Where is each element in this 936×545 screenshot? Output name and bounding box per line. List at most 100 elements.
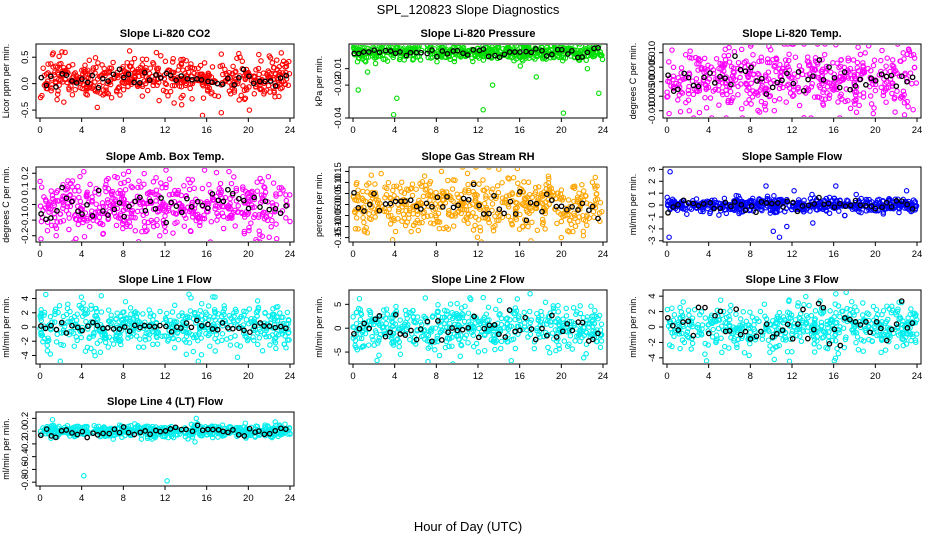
data-point xyxy=(188,86,192,90)
data-point xyxy=(466,221,470,225)
data-point xyxy=(57,54,61,58)
data-point xyxy=(65,306,69,310)
data-point xyxy=(582,189,586,193)
y-tick-label: 0 xyxy=(647,324,658,329)
data-point xyxy=(72,344,76,348)
y-tick-label: 0.0 xyxy=(20,198,31,211)
data-point xyxy=(231,64,235,68)
series-points xyxy=(352,42,605,117)
panel-y-axis-label: ml/min per min. xyxy=(314,296,324,358)
data-point xyxy=(556,303,560,307)
data-point xyxy=(580,183,584,187)
data-point xyxy=(139,185,143,189)
data-point xyxy=(517,227,521,231)
data-point xyxy=(688,49,692,53)
data-point xyxy=(906,105,910,109)
data-point xyxy=(188,309,192,313)
y-tick-label: -4 xyxy=(647,354,658,362)
reference-point xyxy=(267,207,271,211)
data-point xyxy=(39,219,43,223)
data-point xyxy=(475,235,479,239)
data-point xyxy=(49,89,53,93)
y-tick-label: -0.1 xyxy=(20,212,31,228)
x-tick-label: 8 xyxy=(121,249,126,260)
data-point xyxy=(766,338,770,342)
outlier-point xyxy=(439,169,443,173)
data-point xyxy=(88,182,92,186)
data-point xyxy=(397,345,401,349)
data-point xyxy=(141,345,145,349)
reference-point xyxy=(910,75,914,79)
panel-title: Slope Li-820 Temp. xyxy=(742,28,841,40)
data-point xyxy=(176,337,180,341)
x-tick-label: 4 xyxy=(79,125,84,136)
data-point xyxy=(772,194,776,198)
data-point xyxy=(856,45,860,49)
data-point xyxy=(522,180,526,184)
y-tick-label: 3 xyxy=(647,167,658,172)
data-point xyxy=(252,92,256,96)
x-tick-label: 0 xyxy=(350,125,355,136)
y-tick-label: 0 xyxy=(647,202,658,207)
data-point xyxy=(452,224,456,228)
x-tick-label: 16 xyxy=(514,125,525,136)
data-point xyxy=(55,97,59,101)
data-point xyxy=(455,301,459,305)
data-point xyxy=(38,179,42,183)
data-point xyxy=(436,303,440,307)
data-point xyxy=(515,297,519,301)
data-point xyxy=(884,64,888,68)
y-tick-label: -0.5 xyxy=(20,102,31,118)
data-point xyxy=(744,101,748,105)
reference-point xyxy=(189,325,193,329)
data-point xyxy=(229,181,233,185)
y-tick-label: -0.01 xyxy=(333,58,344,80)
outlier-point xyxy=(585,67,589,71)
data-point xyxy=(361,216,365,220)
reference-point xyxy=(419,207,423,211)
data-point xyxy=(239,93,243,97)
data-point xyxy=(509,218,513,222)
data-point xyxy=(123,300,127,304)
data-point xyxy=(717,213,721,217)
data-point xyxy=(207,304,211,308)
reference-point xyxy=(258,205,262,209)
data-point xyxy=(880,48,884,52)
data-point xyxy=(863,51,867,55)
data-point xyxy=(486,305,490,309)
x-tick-label: 16 xyxy=(201,125,212,136)
data-point xyxy=(114,223,118,227)
data-point xyxy=(384,321,388,325)
outlier-point xyxy=(356,88,360,92)
outlier-point xyxy=(834,184,838,188)
x-tick-label: 12 xyxy=(787,371,798,382)
data-point xyxy=(38,204,42,208)
outlier-point xyxy=(95,105,99,109)
data-point xyxy=(829,70,833,74)
data-point xyxy=(167,177,171,181)
outlier-point xyxy=(704,106,708,110)
data-point xyxy=(671,65,675,69)
data-point xyxy=(220,332,224,336)
data-point xyxy=(163,229,167,233)
y-tick-label: -0.04 xyxy=(333,107,344,129)
x-tick-label: 16 xyxy=(828,125,839,136)
data-point xyxy=(67,227,71,231)
data-point xyxy=(772,98,776,102)
data-point xyxy=(98,339,102,343)
data-point xyxy=(228,197,232,201)
data-point xyxy=(526,180,530,184)
data-point xyxy=(154,176,158,180)
data-point xyxy=(172,101,176,105)
x-tick-label: 0 xyxy=(350,249,355,260)
data-point xyxy=(591,210,595,214)
data-point xyxy=(170,310,174,314)
data-point xyxy=(228,343,232,347)
data-point xyxy=(738,75,742,79)
x-tick-label: 20 xyxy=(556,371,567,382)
data-point xyxy=(198,308,202,312)
series-points xyxy=(665,290,919,363)
data-point xyxy=(526,224,530,228)
data-point xyxy=(834,43,838,47)
data-point xyxy=(851,58,855,62)
